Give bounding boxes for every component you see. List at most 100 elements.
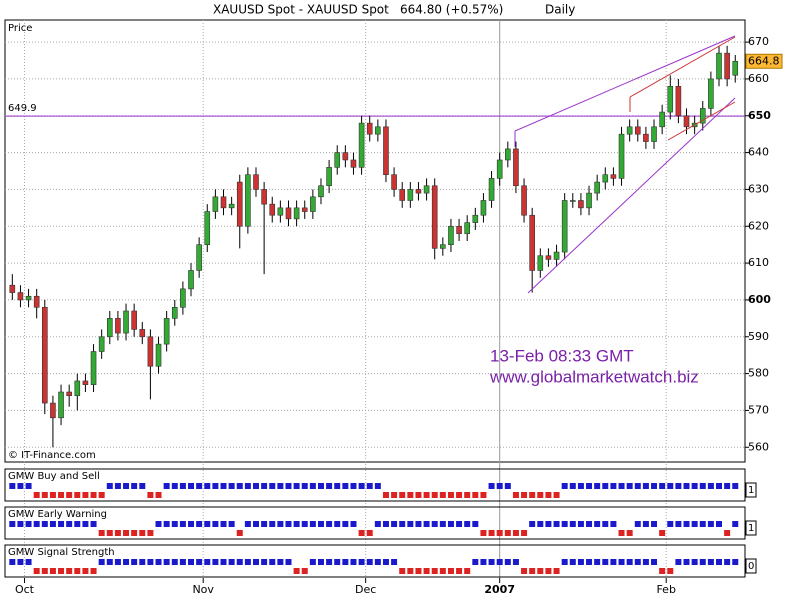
indicator-square: [732, 559, 739, 565]
indicator-value-box: [745, 482, 757, 498]
candle: [139, 322, 146, 345]
indicator-square: [358, 530, 365, 536]
indicator-square: [423, 568, 430, 574]
indicator-square: [391, 492, 398, 498]
period: Daily: [545, 3, 575, 17]
candle: [610, 167, 617, 186]
indicator-square: [114, 559, 121, 565]
indicator-square: [439, 492, 446, 498]
candle: [326, 159, 332, 194]
indicator-square: [196, 521, 203, 527]
indicator-square: [651, 483, 658, 489]
indicator-square: [317, 483, 324, 489]
candle-body: [131, 310, 137, 330]
indicator-square: [724, 483, 731, 489]
indicator-square: [675, 559, 682, 565]
candle-body: [139, 329, 146, 338]
indicator-square: [106, 530, 113, 536]
indicator-square: [610, 559, 617, 565]
indicator-square: [626, 483, 633, 489]
indicator-square: [634, 483, 641, 489]
indicator-square: [488, 559, 495, 565]
indicator-square: [594, 483, 601, 489]
candle-body: [261, 189, 267, 205]
indicator-square: [228, 521, 235, 527]
indicator-square: [33, 492, 40, 498]
indicator-square: [236, 483, 243, 489]
indicator-square: [25, 483, 32, 489]
candle-body: [17, 292, 24, 301]
candle: [171, 299, 178, 326]
indicator-square: [131, 530, 138, 536]
indicator-square: [179, 559, 186, 565]
indicator-square: [25, 559, 32, 565]
candle-body: [399, 189, 406, 201]
candle-body: [724, 52, 730, 80]
indicator-square: [309, 521, 316, 527]
candle-body: [50, 402, 56, 419]
indicator-square: [577, 559, 584, 565]
candle: [188, 263, 194, 297]
candle: [618, 126, 625, 186]
indicator-square: [651, 559, 658, 565]
indicator-square: [58, 521, 65, 527]
indicator-square: [309, 559, 316, 565]
indicator-square: [545, 568, 552, 574]
candle: [456, 218, 462, 241]
indicator-square: [269, 559, 276, 565]
indicator-square: [512, 492, 519, 498]
candle-body: [708, 78, 714, 109]
indicator-square: [659, 483, 666, 489]
candle: [9, 274, 16, 300]
candle-body: [545, 255, 552, 260]
candle: [537, 248, 544, 278]
indicator-square: [188, 483, 195, 489]
indicator-square: [577, 521, 584, 527]
candle: [626, 119, 633, 142]
candle-body: [269, 203, 276, 216]
indicator-square: [618, 530, 625, 536]
candle: [310, 189, 316, 219]
candle: [375, 119, 381, 142]
indicator-square: [496, 559, 503, 565]
last-price-label: 664.8: [748, 54, 780, 67]
annotation: www.globalmarketwatch.biz: [489, 367, 699, 386]
indicator-square: [261, 559, 268, 565]
y-tick-label: 570: [748, 403, 769, 416]
candle-body: [383, 126, 389, 176]
indicator-square: [512, 559, 519, 565]
indicator-square: [391, 521, 398, 527]
candle-body: [634, 126, 641, 135]
candle: [513, 141, 519, 194]
indicator-square: [480, 530, 487, 536]
indicator-square: [82, 521, 89, 527]
indicator-square: [196, 559, 203, 565]
indicator-square: [252, 521, 259, 527]
trend-line: [514, 35, 736, 132]
indicator-square: [691, 559, 698, 565]
indicator-square: [642, 483, 649, 489]
candle: [228, 196, 235, 216]
indicator-square: [326, 559, 333, 565]
indicator-square: [220, 521, 227, 527]
candle-body: [375, 126, 381, 135]
candle-body: [147, 336, 154, 367]
candle: [659, 104, 665, 135]
indicator-square: [171, 559, 178, 565]
indicator-square: [659, 530, 666, 536]
indicator-square: [334, 483, 341, 489]
indicator-square: [529, 568, 536, 574]
y-label: Price: [8, 23, 32, 34]
indicator-square: [66, 568, 73, 574]
indicator-square: [204, 559, 211, 565]
indicator-square: [25, 521, 32, 527]
indicator-square: [123, 530, 130, 536]
trend-lines: [514, 35, 736, 294]
indicator-square: [163, 521, 170, 527]
candle: [131, 303, 137, 337]
indicator-square: [41, 521, 48, 527]
candle: [82, 373, 89, 393]
indicator-square: [577, 483, 584, 489]
indicator-square: [447, 492, 454, 498]
indicator-square: [66, 492, 73, 498]
